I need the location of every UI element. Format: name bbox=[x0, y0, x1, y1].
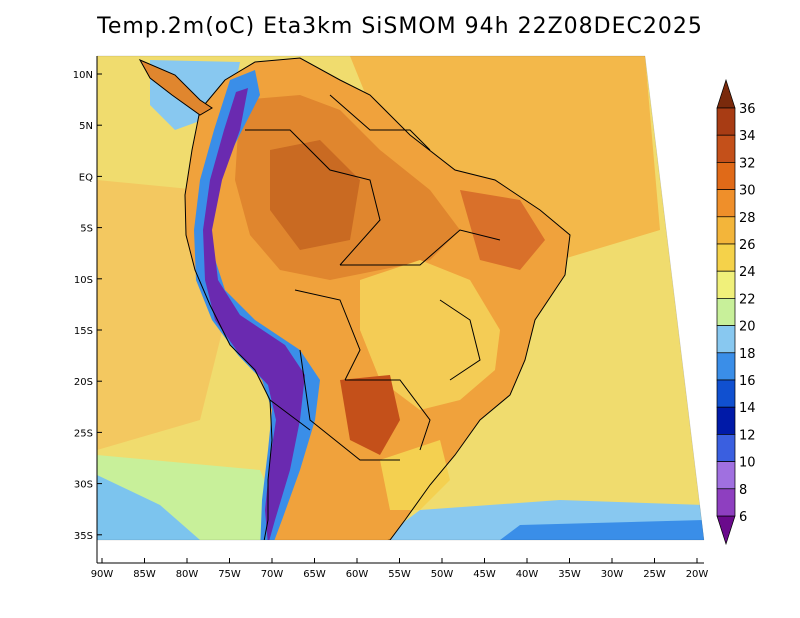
lon-tick-label: 55W bbox=[388, 569, 411, 580]
colorbar-label: 24 bbox=[739, 265, 756, 280]
latitude-axis: 10N 5N EQ 5S 10S 15S 20S 25S 30S 35S bbox=[73, 70, 102, 542]
colorbar-box bbox=[716, 488, 736, 517]
lat-tick-label: EQ bbox=[79, 172, 93, 183]
ocean-south-cold bbox=[97, 475, 200, 540]
lon-tick-label: 75W bbox=[218, 569, 241, 580]
colorbar-box bbox=[716, 243, 736, 272]
colorbar-label: 12 bbox=[739, 428, 756, 443]
colorbar-label: 10 bbox=[739, 456, 756, 471]
colorbar-max-triangle bbox=[716, 78, 736, 109]
lon-tick-label: 20W bbox=[686, 569, 709, 580]
map-field bbox=[97, 56, 704, 540]
chaco-hot bbox=[340, 375, 400, 455]
colorbar-label: 30 bbox=[739, 184, 756, 199]
colorbar-min-triangle bbox=[716, 515, 736, 546]
lat-tick-label: 10N bbox=[73, 70, 93, 81]
colorbar-box bbox=[716, 352, 736, 381]
colorbar-box bbox=[716, 461, 736, 490]
lon-tick-label: 35W bbox=[558, 569, 581, 580]
colorbar-label: 22 bbox=[739, 292, 756, 307]
colorbar-box bbox=[716, 189, 736, 218]
colorbar-box bbox=[716, 379, 736, 408]
lon-tick-label: 50W bbox=[431, 569, 454, 580]
ocean-north-warm bbox=[350, 56, 660, 260]
country-borders bbox=[184, 57, 571, 540]
amazon-hotter bbox=[270, 140, 360, 250]
lon-tick-label: 80W bbox=[176, 569, 199, 580]
lat-tick-label: 30S bbox=[74, 480, 93, 491]
lat-tick-label: 25S bbox=[74, 428, 93, 439]
colorbar-label: 8 bbox=[739, 483, 747, 498]
longitude-axis: 90W 85W 80W 75W 70W 65W 60W 55W 50W 45W 40W 35W 30W 2… bbox=[91, 558, 709, 580]
colorbar-box bbox=[716, 325, 736, 354]
lat-tick-label: 35S bbox=[74, 531, 93, 542]
colorbar: 36 34 32 30 28 26 24 22 20 18 16 14 12 10 8 6 bbox=[716, 78, 756, 546]
colorbar-box bbox=[716, 406, 736, 435]
central-america bbox=[138, 58, 213, 116]
colorbar-box bbox=[716, 216, 736, 245]
lon-tick-label: 65W bbox=[303, 569, 326, 580]
lon-tick-label: 60W bbox=[346, 569, 369, 580]
colorbar-box bbox=[716, 134, 736, 163]
plateau-mild bbox=[360, 260, 500, 410]
lon-tick-label: 30W bbox=[601, 569, 624, 580]
colorbar-label: 32 bbox=[739, 156, 756, 171]
colorbar-label: 18 bbox=[739, 347, 756, 362]
colorbar-label: 20 bbox=[739, 320, 756, 335]
colorbar-label: 16 bbox=[739, 374, 756, 389]
ocean-atlantic-cold2 bbox=[500, 520, 704, 540]
colorbar-label: 36 bbox=[739, 102, 756, 117]
colorbar-box bbox=[716, 298, 736, 326]
map-title: Temp.2m(oC) Eta3km SiSMOM 94h 22Z08DEC20… bbox=[97, 14, 703, 39]
colorbar-box bbox=[716, 162, 736, 190]
lon-tick-label: 40W bbox=[516, 569, 539, 580]
colorbar-box bbox=[716, 270, 736, 299]
colorbar-label: 26 bbox=[739, 238, 756, 253]
lat-tick-label: 15S bbox=[74, 326, 93, 337]
andes-peak bbox=[203, 88, 305, 540]
lon-tick-label: 85W bbox=[133, 569, 156, 580]
colorbar-label: 14 bbox=[739, 401, 756, 416]
lat-tick-label: 5S bbox=[80, 224, 93, 235]
south-brazil-mild bbox=[380, 440, 450, 510]
colorbar-box bbox=[716, 107, 736, 136]
colorbar-label: 34 bbox=[739, 129, 756, 144]
northeast-hot bbox=[460, 190, 545, 270]
lon-tick-label: 90W bbox=[91, 569, 114, 580]
lon-tick-label: 45W bbox=[473, 569, 496, 580]
colorbar-box bbox=[716, 434, 736, 462]
lat-tick-label: 5N bbox=[79, 121, 93, 132]
colorbar-label: 28 bbox=[739, 211, 756, 226]
lon-tick-label: 70W bbox=[261, 569, 284, 580]
lon-tick-label: 25W bbox=[643, 569, 666, 580]
lat-tick-label: 20S bbox=[74, 377, 93, 388]
lat-tick-label: 10S bbox=[74, 275, 93, 286]
colorbar-label: 6 bbox=[739, 510, 747, 525]
